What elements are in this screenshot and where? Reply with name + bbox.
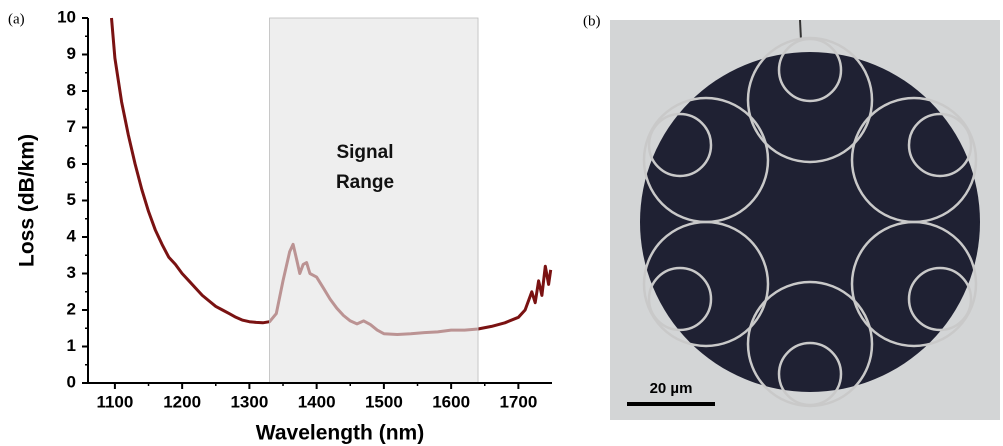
x-tick-label: 1200	[163, 392, 201, 411]
micrograph: 20 µm	[610, 19, 1000, 420]
chart: 0 1 2 3 4 5 6 7 8 9 10 1100 1200 1300 1400 1500 1600 1700…	[16, 7, 553, 445]
y-tick-label: 9	[67, 44, 76, 63]
x-tick-label: 1100	[96, 392, 133, 411]
x-tick-label: 1500	[365, 392, 403, 411]
y-tick-label: 8	[67, 80, 76, 99]
x-tick-label: 1700	[499, 392, 537, 411]
y-tick-label: 7	[67, 117, 76, 136]
tubes	[642, 36, 978, 408]
y-tick-label: 0	[67, 372, 76, 391]
x-axis-title: Wavelength (nm)	[256, 422, 424, 445]
capillary	[799, 19, 802, 41]
y-tick-label: 2	[67, 299, 76, 318]
signal-range	[269, 17, 479, 384]
y-tick-label: 4	[67, 226, 77, 245]
y-axis-title: Loss (dB/km)	[16, 134, 39, 267]
x-tick-label: 1600	[432, 392, 470, 411]
panel-label: (b)	[583, 13, 601, 29]
panel-label: (a)	[8, 11, 25, 27]
y-tick-label: 3	[67, 263, 76, 282]
y-tick-label: 5	[67, 190, 76, 209]
y-tick-label: 6	[67, 153, 76, 172]
scale-bar-label: 20 µm	[650, 380, 693, 397]
y-tick-label: 1	[67, 336, 76, 355]
fiber-cladding	[640, 52, 980, 392]
y-tick-label: 10	[57, 7, 76, 26]
x-tick-label: 1300	[230, 392, 268, 411]
x-tick-label: 1400	[298, 392, 336, 411]
annotation: Signal Range	[335, 142, 395, 193]
